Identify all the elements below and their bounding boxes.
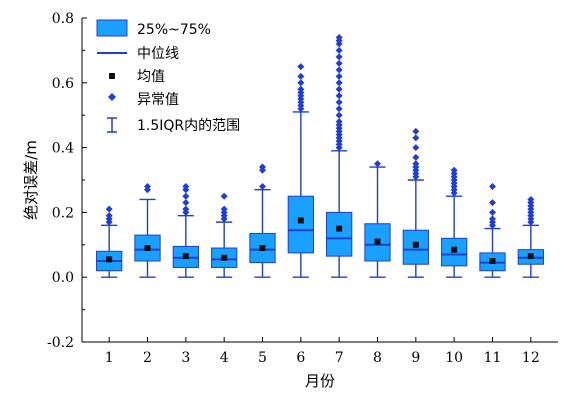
outlier-point [450, 166, 458, 174]
mean-marker [489, 258, 496, 264]
y-axis-title: 绝对误差/m [22, 140, 40, 220]
legend-label-median: 中位线 [137, 46, 179, 62]
outlier-point [489, 199, 496, 207]
legend-label-outlier: 异常值 [137, 92, 179, 108]
box-month-5 [249, 163, 276, 278]
outlier-point [335, 118, 343, 126]
mean-marker [336, 225, 343, 232]
outlier-point [489, 208, 496, 216]
outlier-point [335, 98, 343, 106]
outlier-point [105, 205, 113, 213]
x-tick-label: 7 [335, 350, 344, 366]
outlier-point [259, 182, 266, 190]
x-tick-label: 10 [445, 350, 463, 366]
mean-marker [297, 217, 304, 224]
outlier-point [335, 92, 343, 100]
x-tick-label: 9 [411, 350, 420, 366]
legend-outlier-swatch [108, 93, 116, 101]
outlier-point [182, 199, 190, 207]
outlier-point [335, 33, 343, 41]
mean-marker [412, 241, 419, 248]
outlier-point [105, 212, 113, 220]
box-month-8 [364, 160, 391, 278]
mean-marker [106, 256, 113, 263]
outlier-point [297, 72, 305, 80]
mean-marker [259, 245, 266, 252]
mean-marker [144, 245, 151, 252]
outlier-point [412, 160, 420, 168]
outlier-point [335, 46, 343, 54]
legend-box-swatch [96, 19, 128, 37]
box-month-4 [211, 192, 238, 278]
outlier-point [489, 182, 496, 190]
box-month-3 [172, 182, 199, 278]
outlier-point [182, 192, 190, 200]
outlier-point [335, 72, 343, 80]
x-tick-label: 5 [258, 350, 267, 366]
box-month-11 [479, 182, 506, 278]
outlier-point [335, 59, 343, 67]
mean-marker [451, 246, 458, 253]
y-tick-label: 0.6 [52, 76, 74, 92]
outlier-point [335, 105, 343, 113]
box-month-7 [326, 33, 353, 278]
box-month-9 [402, 127, 429, 278]
y-tick-label: 0.2 [52, 205, 74, 221]
x-axis-title: 月份 [305, 372, 335, 390]
outlier-point [335, 111, 343, 119]
legend-whisker-swatch [107, 117, 117, 133]
outlier-point [412, 127, 420, 135]
x-tick-label: 6 [296, 350, 305, 366]
legend-label-box: 25%~75% [137, 22, 211, 38]
outlier-point [374, 160, 381, 168]
y-tick-label: 0.0 [52, 270, 74, 286]
box-month-12 [517, 195, 544, 278]
outlier-point [297, 85, 305, 93]
outlier-point [297, 63, 305, 71]
iqr-box [326, 211, 353, 257]
outlier-point [527, 195, 535, 203]
x-tick-label: 4 [220, 350, 229, 366]
x-tick-label: 11 [484, 350, 502, 366]
box-month-6 [287, 63, 314, 278]
iqr-box [287, 195, 314, 254]
legend-label-whisker: 1.5IQR内的范围 [137, 117, 240, 134]
box-month-2 [134, 182, 161, 278]
x-tick-label: 12 [522, 350, 540, 366]
y-tick-label: -0.2 [47, 335, 74, 351]
outlier-point [412, 144, 420, 152]
outlier-point [335, 66, 343, 74]
y-tick-label: 0.8 [52, 11, 74, 27]
outlier-point [335, 79, 343, 87]
x-tick-label: 1 [105, 350, 114, 366]
outlier-point [144, 182, 151, 190]
x-tick-label: 3 [181, 350, 190, 366]
legend-label-mean: 均值 [137, 69, 165, 85]
mean-marker [182, 253, 189, 260]
x-tick-label: 8 [373, 350, 382, 366]
outlier-point [489, 215, 496, 223]
legend-mean-swatch [109, 73, 115, 79]
outlier-point [335, 53, 343, 61]
outlier-point [335, 85, 343, 93]
outlier-point [412, 153, 420, 161]
x-tick-label: 2 [143, 350, 152, 366]
outlier-point [220, 205, 228, 213]
outlier-point [182, 182, 190, 190]
legend: 25%~75% 中位线 均值 异常值 1.5IQR内的范围 [96, 19, 240, 134]
plot-area [96, 33, 544, 278]
box-month-10 [441, 166, 468, 278]
box-month-1 [96, 205, 123, 278]
mean-marker [374, 238, 381, 245]
mean-marker [221, 254, 228, 261]
mean-marker [527, 253, 534, 260]
y-tick-label: 0.4 [52, 141, 74, 157]
outlier-point [259, 163, 266, 171]
axis-ticks: -0.20.00.20.40.60.81 2 3 4 5 6 7 8 9 10 11 12 [47, 11, 540, 366]
outlier-point [297, 79, 305, 87]
outlier-point [412, 134, 420, 142]
outlier-point [220, 192, 228, 200]
outlier-point [182, 205, 190, 213]
